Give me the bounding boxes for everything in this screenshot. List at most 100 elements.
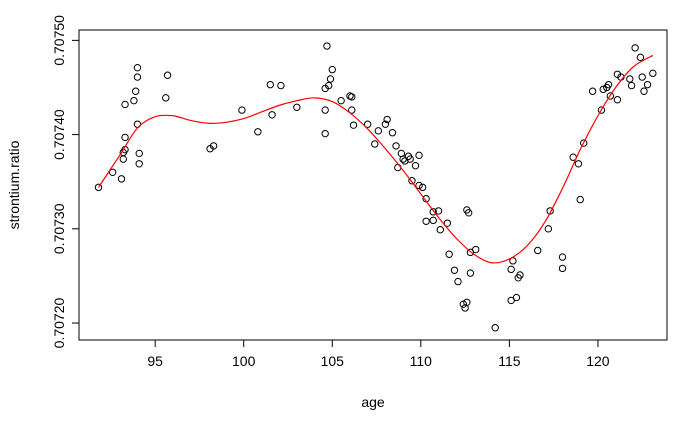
data-point [443, 219, 452, 227]
data-point [574, 160, 583, 168]
data-point [348, 93, 356, 101]
data-point [418, 183, 427, 192]
data-point [337, 96, 345, 105]
data-point [130, 96, 138, 105]
y-axis: 0.70720 0.70730 0.70740 0.70750 [51, 15, 79, 348]
data-point [636, 53, 645, 62]
data-point [640, 87, 648, 95]
data-point [626, 75, 634, 83]
data-point [349, 121, 358, 129]
data-point [293, 103, 301, 111]
data-point [121, 133, 129, 142]
data-point [383, 115, 391, 124]
x-tick-label: 100 [232, 353, 256, 369]
y-axis-label: strontium.ratio [6, 140, 22, 229]
data-point [408, 177, 416, 185]
data-point [135, 160, 143, 168]
data-point [558, 264, 567, 273]
data-point [534, 246, 542, 255]
data-point [348, 106, 356, 114]
data-point [546, 207, 554, 215]
data-point [381, 120, 390, 128]
data-point [162, 94, 170, 102]
data-point [454, 277, 462, 286]
data-point [445, 250, 453, 258]
data-point [422, 217, 430, 225]
data-point [371, 140, 379, 148]
x-tick-label: 120 [586, 353, 610, 369]
x-axis: 95 100 105 110 115 120 [147, 340, 610, 369]
data-point [434, 207, 443, 215]
data-point [544, 225, 553, 233]
data-point [472, 245, 480, 254]
data-point [401, 157, 409, 165]
data-point [631, 44, 639, 52]
data-point [588, 87, 597, 95]
data-point [436, 226, 445, 234]
data-point [394, 163, 402, 172]
data-point [363, 120, 372, 128]
data-point [649, 69, 657, 78]
data-point [516, 271, 524, 279]
data-point [643, 80, 652, 89]
y-tick-label: 0.70730 [51, 203, 67, 254]
data-point [491, 324, 499, 332]
data-point [119, 155, 127, 163]
data-point [415, 181, 423, 190]
data-point [558, 253, 567, 261]
data-point [576, 195, 584, 204]
data-point [323, 42, 331, 50]
data-point [638, 73, 646, 81]
data-point [94, 183, 103, 192]
data-point [163, 71, 172, 79]
data-point [388, 129, 397, 137]
data-point [135, 149, 143, 158]
data-point [450, 266, 459, 274]
data-point [627, 81, 636, 90]
data-point [512, 293, 521, 302]
data-point [580, 139, 588, 147]
data-point [463, 298, 471, 307]
data-point [131, 87, 140, 95]
y-tick-label: 0.70740 [51, 109, 67, 160]
data-point [238, 106, 246, 114]
data-point [464, 209, 473, 217]
data-point [328, 65, 336, 74]
data-point [266, 80, 274, 89]
data-point [209, 142, 218, 150]
data-point [459, 300, 468, 308]
data-point [507, 265, 515, 274]
data-point [466, 269, 475, 277]
x-tick-label: 105 [321, 353, 345, 369]
data-point [374, 127, 383, 135]
fitted-curve [97, 54, 654, 264]
x-axis-label: age [361, 394, 385, 410]
x-tick-label: 110 [410, 353, 433, 369]
data-point [613, 96, 622, 104]
data-point [606, 92, 615, 100]
plot-frame [78, 29, 668, 341]
data-point [599, 85, 607, 94]
data-point [133, 63, 142, 72]
data-point [321, 106, 329, 114]
data-points [94, 42, 657, 332]
data-point [604, 80, 613, 89]
data-point [277, 81, 285, 90]
data-point [392, 142, 400, 150]
data-point [133, 73, 142, 81]
data-point [268, 111, 276, 119]
data-point [597, 106, 606, 114]
x-tick-label: 95 [147, 353, 163, 369]
data-point [429, 216, 437, 225]
data-point [411, 161, 420, 170]
data-point [415, 151, 423, 160]
data-point [254, 128, 262, 136]
data-point [321, 129, 329, 138]
data-point [121, 100, 129, 109]
data-point [326, 75, 335, 83]
data-point [108, 168, 117, 176]
data-point [325, 81, 333, 90]
data-point [406, 155, 414, 163]
data-point [117, 175, 126, 183]
